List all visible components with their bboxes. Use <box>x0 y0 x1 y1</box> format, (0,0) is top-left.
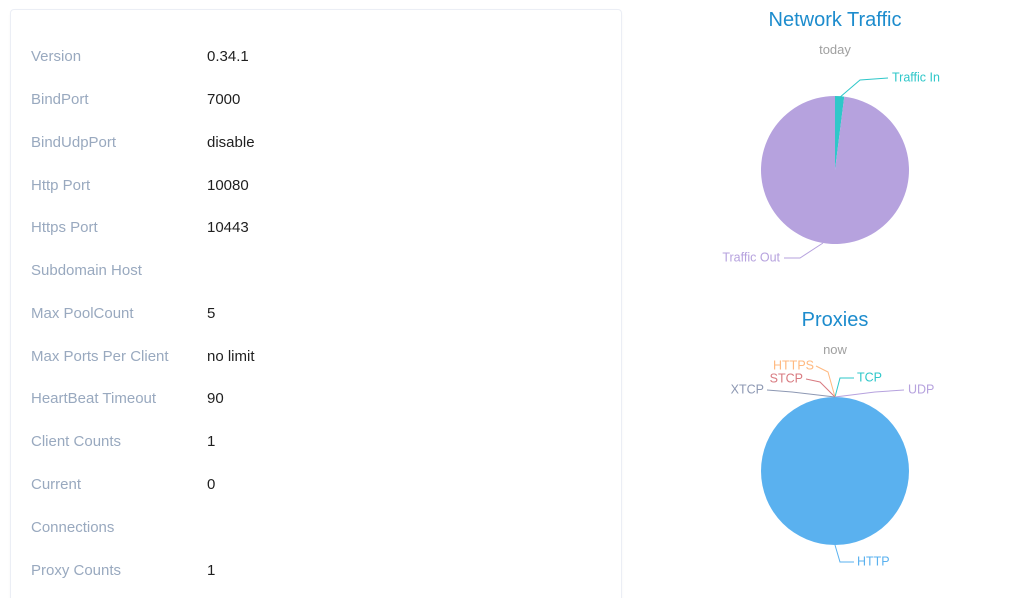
pie-label-tcp: TCP <box>857 370 882 384</box>
chart-title: Proxies <box>801 309 869 331</box>
pie-label-stcp: STCP <box>770 371 803 385</box>
pie-label-udp: UDP <box>908 382 934 396</box>
info-label: Max PoolCount <box>31 305 134 322</box>
info-value: 0 <box>207 476 216 493</box>
info-value: 10443 <box>207 219 249 236</box>
network-traffic-chart: Network Traffic today Traffic In Traffic … <box>660 0 1010 290</box>
info-value: 1 <box>207 433 216 450</box>
info-label: Proxy Counts <box>31 562 122 579</box>
info-label: Max Ports Per Client <box>31 348 169 365</box>
info-value: no limit <box>207 348 255 365</box>
info-label: Client Counts <box>31 433 122 450</box>
info-label: HeartBeat Timeout <box>31 390 157 407</box>
chart-title: Network Traffic <box>768 9 902 31</box>
info-value: 10080 <box>207 177 249 194</box>
pie-label-traffic-out: Traffic Out <box>722 250 780 264</box>
info-value: 0.34.1 <box>207 48 249 65</box>
traffic-pie-svg: Traffic In Traffic Out <box>722 70 940 264</box>
pie-label-https: HTTPS <box>773 358 814 372</box>
pie-slice-traffic-in[interactable] <box>835 96 845 170</box>
pie-slice-traffic-out[interactable] <box>761 96 910 244</box>
chart-subtitle: now <box>823 342 847 357</box>
info-label: Https Port <box>31 219 98 236</box>
info-label: Http Port <box>31 177 91 194</box>
pie-label-traffic-in: Traffic In <box>892 70 940 84</box>
info-label: BindPort <box>31 91 89 108</box>
pie-leader-traffic-in <box>838 77 889 99</box>
info-value: 7000 <box>207 91 241 108</box>
info-label: Current <box>31 476 82 493</box>
pie-leader-traffic-out <box>784 242 824 259</box>
pie-leader-udp <box>834 389 905 398</box>
info-value: 1 <box>207 562 216 579</box>
pie-label-http: HTTP <box>857 554 890 568</box>
proxies-chart: Proxies now TCP UDP HTTP HTTPS STCP XTCP <box>660 300 1010 598</box>
info-label: Connections <box>31 519 115 536</box>
pie-slice-http[interactable] <box>761 397 909 545</box>
pie-label-xtcp: XTCP <box>731 382 764 396</box>
info-value: disable <box>207 134 255 151</box>
pie-leader-xtcp <box>766 389 836 398</box>
info-value: 90 <box>207 390 224 407</box>
pie-leader-tcp <box>834 377 854 398</box>
server-info-card: Version 0.34.1 BindPort 7000 BindUdpPort… <box>10 9 622 598</box>
pie-leader-http <box>834 544 854 563</box>
chart-subtitle: today <box>819 42 851 57</box>
info-value: 5 <box>207 305 216 322</box>
pie-leader-https <box>815 365 836 398</box>
info-label: BindUdpPort <box>31 134 117 151</box>
pie-leader-stcp <box>805 378 836 398</box>
info-label: Version <box>31 48 82 65</box>
info-label: Subdomain Host <box>31 262 142 279</box>
